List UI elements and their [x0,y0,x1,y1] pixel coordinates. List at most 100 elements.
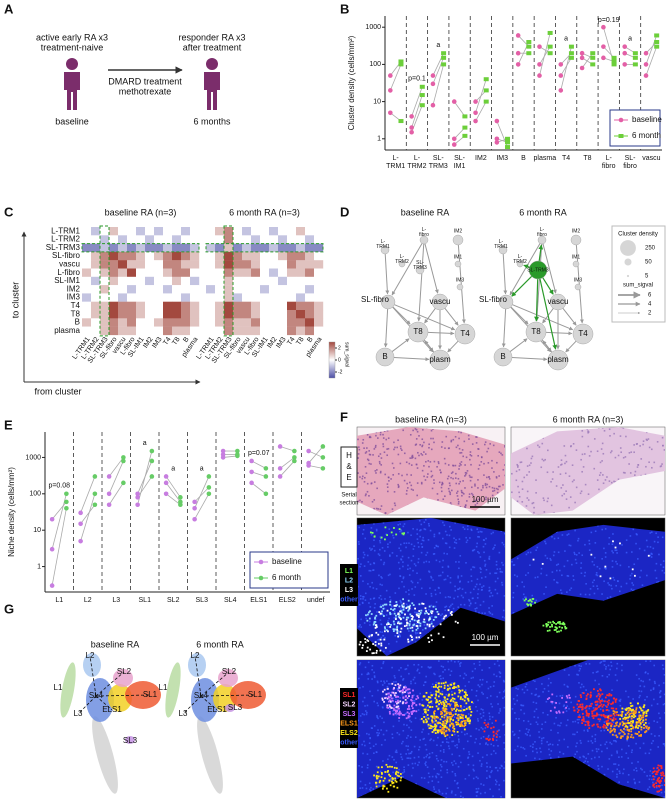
cell [365,451,368,453]
cell [382,779,385,782]
point [192,516,197,522]
cell [566,591,568,593]
cell [443,714,446,717]
annotation: p=0.1 [408,76,426,83]
cell [542,737,545,739]
cell [393,527,395,529]
heat-cell [278,268,288,277]
pair-line [137,460,153,494]
cell [397,483,399,486]
cell [635,767,637,769]
legend-size [620,240,636,256]
cell [377,633,380,636]
cell [499,736,501,738]
cell [423,618,426,621]
cell [488,476,490,478]
point [547,30,553,35]
cell [411,619,414,622]
cell [593,714,596,717]
cell [392,781,395,784]
node [498,245,508,255]
cell [430,577,433,579]
cell [374,641,377,643]
cell [390,608,392,610]
cell [467,708,470,710]
cell [461,588,464,590]
heat-cell [127,276,137,286]
cell [493,681,496,683]
cell [407,556,410,559]
cell [482,585,485,587]
cell [518,495,521,498]
cell [449,525,451,528]
cell [469,719,471,722]
cell [364,537,367,540]
node-label: SL-TRM3 [413,260,427,271]
cell [601,528,604,531]
cell [609,668,612,671]
cell [616,768,619,771]
cell [380,644,383,647]
cell [582,718,585,721]
cell [405,603,408,606]
cell [493,487,496,490]
cell [483,462,485,465]
point [398,59,404,64]
heat-cell [100,310,110,319]
heat-cell [305,235,315,244]
cell [460,713,463,716]
cell [441,482,444,485]
heat-cell [136,268,146,277]
cell [438,660,440,662]
cell [650,742,653,745]
cell [374,617,376,620]
cell [436,465,438,468]
cell [655,786,658,789]
cell [470,528,473,531]
cell [408,688,411,691]
cell [418,621,420,624]
cell [400,528,402,531]
cell [448,711,450,714]
cell [572,579,575,581]
cell [461,698,464,701]
cell [488,611,491,613]
cell [611,550,613,552]
cell [369,788,371,791]
node-label: B [500,352,505,361]
cell [561,463,563,466]
point [622,62,628,67]
cell [656,441,659,443]
cell [379,541,382,544]
cell [609,715,612,717]
cell [388,554,391,557]
cell [424,708,427,711]
cell [469,451,472,453]
cell [558,702,561,705]
cell [495,476,498,478]
cell [363,740,365,743]
point [537,62,542,67]
cell [645,727,648,729]
row-label: IM2 [67,284,81,293]
cell [453,760,456,762]
point [483,77,489,82]
cell [544,458,546,461]
cell [501,584,504,586]
cell [482,484,484,487]
heat-cell [215,235,225,244]
point [149,474,155,479]
cell [523,712,526,715]
cell [591,724,594,727]
cell [404,686,406,689]
cell [451,697,454,700]
cell [411,454,414,457]
cell [434,732,437,734]
text-line: TRM1 [386,163,405,170]
cell [548,748,550,751]
cell [407,734,409,737]
cell [626,712,629,715]
heat-cell [260,285,270,294]
cell [417,546,420,548]
point [473,118,478,124]
